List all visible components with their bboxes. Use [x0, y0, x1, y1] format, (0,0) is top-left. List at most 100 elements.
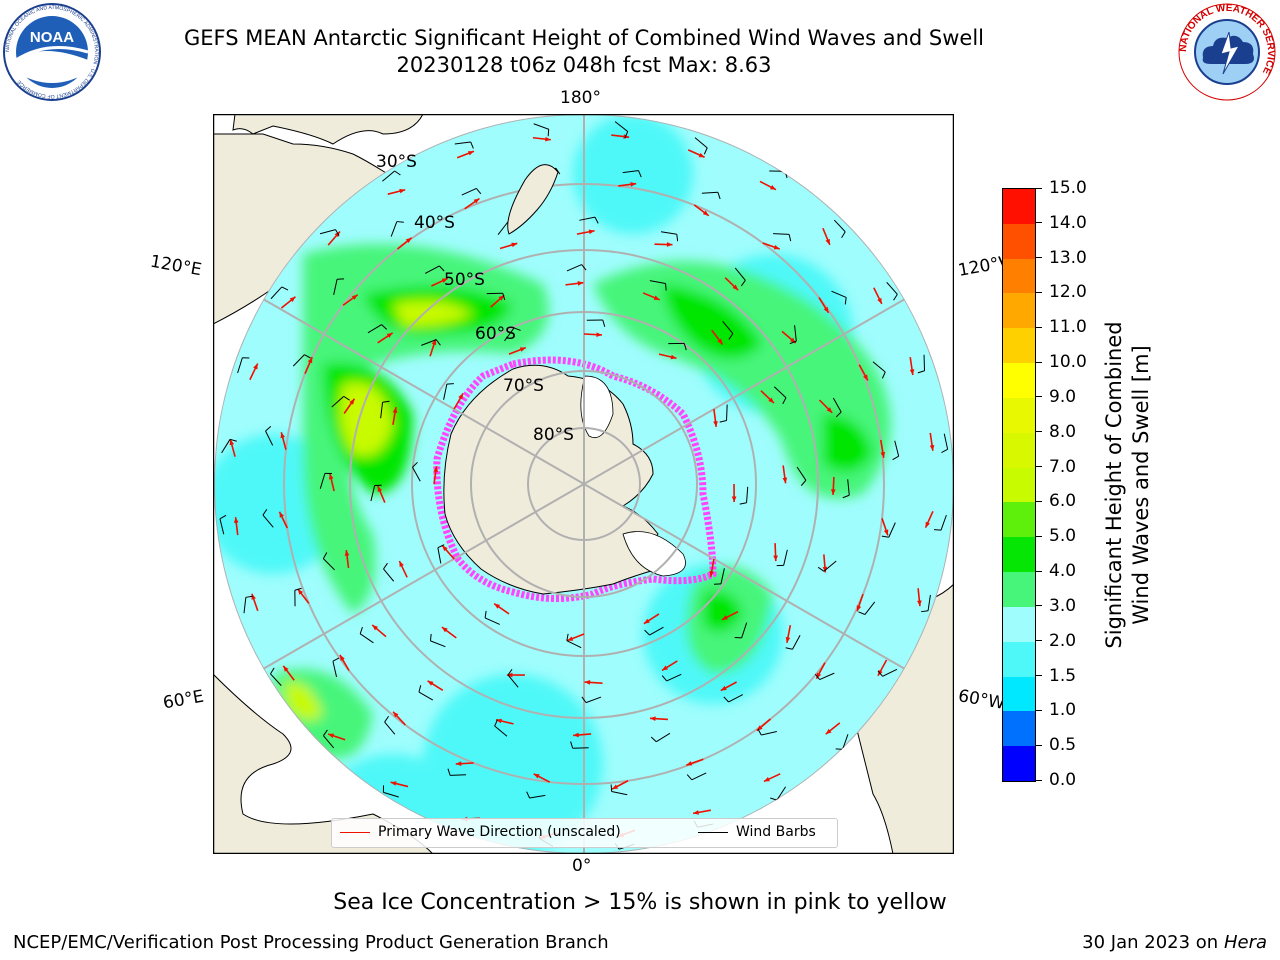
- wind-barb: [507, 668, 519, 688]
- wave-direction-arrow: [506, 672, 525, 678]
- wave-direction-arrow: [881, 518, 889, 536]
- wind-barb: [237, 357, 250, 374]
- colorbar-tick-label: 0.0: [1036, 772, 1076, 789]
- colorbar-tick-mark: [1036, 396, 1042, 398]
- colorbar-segment: [1003, 710, 1035, 747]
- colorbar-tick-text: 0.5: [1049, 735, 1077, 756]
- wave-direction-arrow: [339, 654, 350, 671]
- wave-direction-arrow: [584, 680, 603, 685]
- wind-barb: [566, 264, 587, 272]
- colorbar-tick-label: 7.0: [1036, 458, 1076, 476]
- sea-ice-note: Sea Ice Concentration > 15% is shown in …: [333, 890, 947, 915]
- wave-direction-arrow: [642, 292, 661, 301]
- colorbar-tick-label: 1.0: [1036, 702, 1076, 719]
- machine-name: Hera: [1223, 932, 1267, 953]
- colorbar-label: Significant Height of Combined Wind Wave…: [1101, 321, 1155, 648]
- colorbar-tick-mark: [1036, 535, 1042, 537]
- wind-barb: [661, 673, 682, 682]
- wave-direction-arrow: [397, 237, 413, 250]
- lon-label-60e: 60°E: [161, 686, 206, 714]
- legend-label-wind-barbs: Wind Barbs: [736, 824, 816, 840]
- wind-barb: [941, 433, 949, 454]
- lat-label-80s: 80°S: [533, 425, 574, 445]
- colorbar-tick-label: 2.0: [1036, 630, 1077, 651]
- wave-direction-arrow: [693, 204, 710, 217]
- colorbar-tick-label: 12.0: [1036, 284, 1087, 301]
- wave-direction-arrow: [280, 296, 296, 309]
- wave-direction-arrow: [433, 466, 439, 485]
- colorbar-tick-label: 15.0: [1036, 180, 1087, 197]
- colorbar-tick-label: 4.0: [1036, 563, 1076, 580]
- wave-direction-arrow: [390, 781, 409, 788]
- colorbar-tick-text: 11.0: [1049, 317, 1087, 338]
- wave-direction-arrow: [229, 439, 236, 457]
- colorbar-segment: [1003, 258, 1035, 294]
- wave-direction-arrow: [304, 356, 313, 375]
- lat-label-60s: 60°S: [475, 324, 516, 344]
- wave-direction-arrow: [686, 758, 704, 766]
- wave-direction-arrow: [493, 603, 510, 615]
- map-legend: Primary Wave Direction (unscaled) Wind B…: [331, 818, 838, 848]
- noaa-logo-text: NOAA: [30, 29, 74, 46]
- legend-item-wind-barbs: Wind Barbs: [698, 824, 816, 840]
- colorbar-tick-text: 6.0: [1049, 491, 1077, 512]
- wave-direction-arrow: [371, 624, 387, 638]
- colorbar-segment: [1003, 606, 1035, 642]
- colorbar-segment: [1003, 292, 1035, 329]
- wind-barb: [494, 719, 508, 737]
- date-line: 30 Jan 2023 on Hera: [1082, 932, 1267, 953]
- colorbar-tick-text: 12.0: [1049, 282, 1087, 303]
- colorbar-tick-label: 6.0: [1036, 493, 1076, 510]
- wave-direction-arrow: [249, 363, 259, 381]
- wind-barb: [581, 696, 602, 704]
- wave-direction-arrow: [731, 483, 737, 503]
- wind-barb: [886, 282, 898, 301]
- lat-label-40s: 40°S: [414, 213, 455, 233]
- colorbar-segment: [1003, 536, 1035, 573]
- colorbar-tick-text: 1.5: [1049, 665, 1077, 686]
- colorbar-segment: [1003, 397, 1035, 433]
- lat-label-70s: 70°S: [503, 376, 544, 396]
- wind-barb: [265, 425, 274, 446]
- colorbar-tick-text: 5.0: [1049, 526, 1077, 547]
- wave-direction-arrow: [583, 332, 603, 338]
- wind-barb: [686, 772, 707, 781]
- colorbar-tick-mark: [1036, 744, 1042, 746]
- wave-direction-arrow: [661, 660, 678, 672]
- colorbar-tick-text: 9.0: [1049, 386, 1077, 407]
- colorbar-tick-text: 2.0: [1049, 630, 1077, 651]
- wave-direction-arrow: [773, 543, 778, 562]
- colorbar-tick-mark: [1036, 291, 1042, 293]
- wave-direction-arrow: [830, 476, 836, 495]
- wave-direction-arrow: [377, 332, 394, 344]
- colorbar-tick-text: 4.0: [1049, 561, 1077, 582]
- wind-barb: [243, 595, 253, 614]
- colorbar-tick-label: 5.0: [1036, 528, 1076, 545]
- wave-direction-arrow: [453, 393, 464, 410]
- lon-label-60w: 60°W: [956, 686, 1007, 714]
- wind-barb: [921, 594, 931, 613]
- wave-direction-arrow: [251, 593, 259, 612]
- colorbar-tick-label: 14.0: [1036, 214, 1087, 232]
- wind-barb: [694, 137, 708, 155]
- wave-direction-arrow: [782, 465, 788, 484]
- wave-direction-arrow: [392, 711, 406, 726]
- wave-direction-arrow: [398, 560, 408, 578]
- colorbar-tick-label: 13.0: [1036, 249, 1087, 267]
- wind-barb: [796, 466, 807, 486]
- wind-barb: [892, 440, 900, 461]
- colorbar-tick-label: 10.0: [1036, 354, 1087, 371]
- wind-barb: [384, 715, 396, 735]
- wind-barb: [221, 438, 237, 454]
- wave-direction-arrow: [508, 346, 527, 355]
- wind-barb: [484, 610, 500, 625]
- wind-barb: [614, 121, 629, 139]
- wind-barb: [382, 170, 401, 182]
- colorbar-tick-mark: [1036, 326, 1042, 328]
- wave-direction-arrows: [229, 134, 935, 840]
- wind-barb: [723, 694, 744, 703]
- colorbar-tick-label: 3.0: [1036, 597, 1076, 615]
- lon-label-120e: 120°E: [148, 251, 204, 281]
- wind-barb: [668, 342, 687, 351]
- wave-field: [214, 114, 891, 854]
